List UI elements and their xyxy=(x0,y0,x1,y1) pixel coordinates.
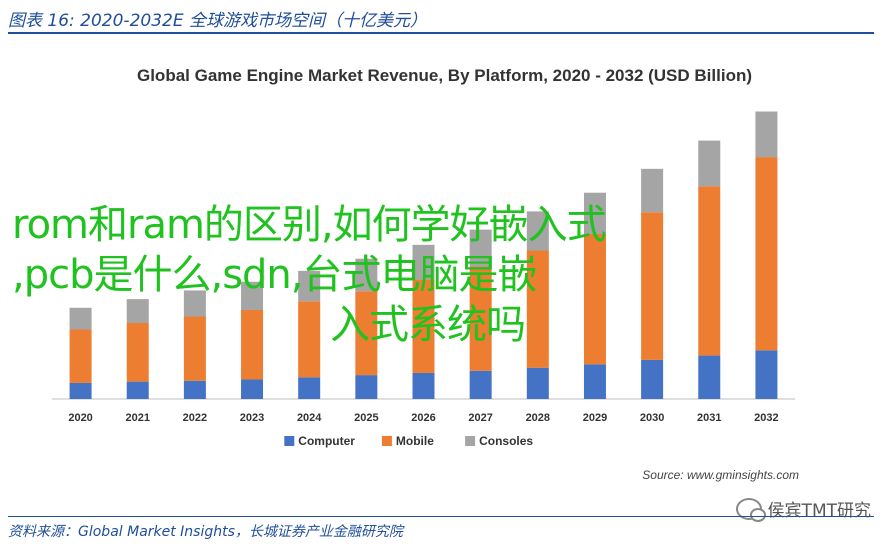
bar-computer-2031 xyxy=(698,355,721,399)
bar-mobile-2029 xyxy=(583,233,606,365)
bar-consoles-2024 xyxy=(298,270,321,302)
bar-consoles-2020 xyxy=(69,307,92,330)
bar-mobile-2026 xyxy=(412,279,435,373)
bar-consoles-2028 xyxy=(526,211,549,251)
x-tick-label: 2032 xyxy=(754,412,778,424)
x-tick-label: 2020 xyxy=(68,412,92,424)
bar-consoles-2022 xyxy=(183,290,206,317)
overlay-line-3: 入式系统吗 xyxy=(330,302,526,348)
x-tick-label: 2024 xyxy=(297,412,322,424)
bar-mobile-2023 xyxy=(241,309,264,380)
x-tick-label: 2031 xyxy=(697,412,721,424)
bar-mobile-2027 xyxy=(469,266,492,371)
x-tick-label: 2026 xyxy=(411,412,435,424)
bar-consoles-2031 xyxy=(698,140,721,187)
bar-computer-2028 xyxy=(526,367,549,399)
bar-computer-2020 xyxy=(69,382,92,399)
legend-label-mobile: Mobile xyxy=(396,434,434,448)
figure-caption: 图表 16: 2020-2032E 全球游戏市场空间（十亿美元） xyxy=(8,11,427,31)
bar-mobile-2031 xyxy=(698,186,721,356)
x-tick-label: 2030 xyxy=(640,412,664,424)
bar-consoles-2032 xyxy=(755,111,778,158)
bar-mobile-2020 xyxy=(69,329,92,383)
bar-mobile-2021 xyxy=(126,323,149,382)
bar-consoles-2026 xyxy=(412,244,435,280)
legend-label-consoles: Consoles xyxy=(479,434,533,448)
legend-swatch-mobile xyxy=(381,436,392,446)
overlay-text: rom和ram的区别,如何学好嵌入式 ,pcb是什么,sdn,台式电脑是嵌 入式… xyxy=(12,200,772,350)
x-tick-label: 2023 xyxy=(240,412,264,424)
bar-computer-2024 xyxy=(298,377,321,399)
chart-title: Global Game Engine Market Revenue, By Pl… xyxy=(136,66,752,85)
chart-source: Source: www.gminsights.com xyxy=(642,468,799,482)
overlay-line-2: ,pcb是什么,sdn,台式电脑是嵌 xyxy=(12,252,537,298)
bar-consoles-2021 xyxy=(126,299,149,323)
bar-mobile-2032 xyxy=(755,157,778,351)
figure-footer: 资料来源：Global Market Insights，长城证券产业金融研究院 xyxy=(8,516,874,541)
x-tick-label: 2027 xyxy=(468,412,492,424)
bar-mobile-2025 xyxy=(355,291,378,376)
x-tick-label: 2025 xyxy=(354,412,378,424)
bar-consoles-2023 xyxy=(241,281,264,310)
bar-computer-2032 xyxy=(755,350,778,399)
bar-consoles-2025 xyxy=(355,258,378,292)
x-tick-label: 2022 xyxy=(183,412,207,424)
bar-computer-2026 xyxy=(412,372,435,399)
bar-consoles-2027 xyxy=(469,229,492,267)
bar-mobile-2022 xyxy=(183,316,206,381)
x-tick-label: 2021 xyxy=(125,412,149,424)
bar-computer-2022 xyxy=(183,380,206,399)
bar-mobile-2028 xyxy=(526,250,549,368)
wechat-icon xyxy=(735,497,766,522)
bar-mobile-2024 xyxy=(298,301,321,378)
bar-mobile-2030 xyxy=(641,212,664,360)
bar-computer-2025 xyxy=(355,375,378,399)
overlay-line-1: rom和ram的区别,如何学好嵌入式 xyxy=(12,202,607,248)
x-tick-label: 2028 xyxy=(526,412,550,424)
bar-consoles-2030 xyxy=(641,168,664,213)
figure-header: 图表 16: 2020-2032E 全球游戏市场空间（十亿美元） xyxy=(8,4,874,34)
bar-computer-2030 xyxy=(641,359,664,399)
legend-label-computer: Computer xyxy=(298,434,355,448)
bar-computer-2021 xyxy=(126,381,149,399)
x-tick-label: 2029 xyxy=(583,412,607,424)
bar-computer-2027 xyxy=(469,370,492,399)
bar-computer-2029 xyxy=(583,364,606,399)
bar-computer-2023 xyxy=(241,379,264,399)
legend-swatch-computer xyxy=(284,436,295,446)
legend-swatch-consoles xyxy=(465,436,476,446)
bar-consoles-2029 xyxy=(583,192,606,234)
